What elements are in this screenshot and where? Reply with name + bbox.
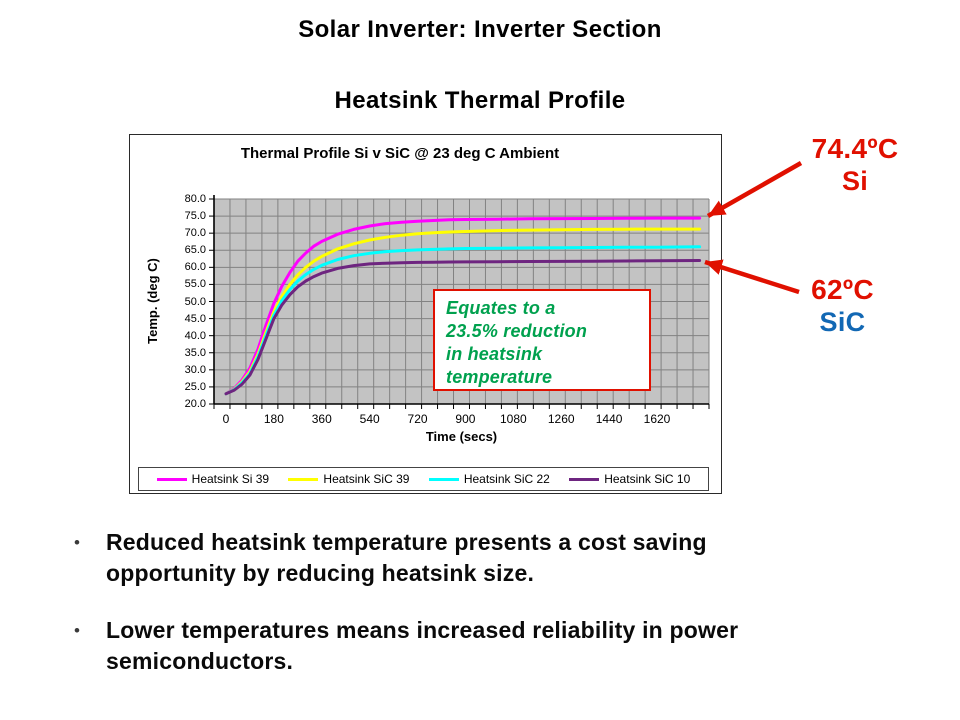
legend-item: Heatsink SiC 39 [288,472,409,486]
series-line-heatsink-si-39 [224,216,702,396]
legend-swatch [428,477,459,481]
bullet-text: Lower temperatures means increased relia… [106,615,920,677]
series-line-heatsink-sic-10 [224,259,702,396]
bullet-item: • Lower temperatures means increased rel… [70,615,920,677]
y-tick-label: 60.0 [184,261,206,274]
y-tick-label: 35.0 [184,346,206,359]
chart-title: Thermal Profile Si v SiC @ 23 deg C Ambi… [240,145,560,162]
reduction-annotation: Equates to a 23.5% reduction in heatsink… [433,289,651,391]
x-tick-label: 1260 [547,412,575,426]
bullet-text-line: Lower temperatures means increased relia… [106,617,739,643]
sic-temperature-value: 62ºC [811,274,874,305]
legend-item: Heatsink Si 39 [156,472,270,486]
si-temperature-callout: 74.4ºC Si [790,133,920,197]
slide-title: Solar Inverter: Inverter Section [298,16,662,43]
legend-label: Heatsink Si 39 [191,472,270,486]
annotation-line: in heatsink [446,344,543,364]
legend-label: Heatsink SiC 10 [604,472,691,486]
annotation-line: Equates to a [446,298,556,318]
legend-swatch [288,477,319,481]
y-tick-label: 55.0 [184,278,206,291]
legend-item: Heatsink SiC 10 [569,472,690,486]
annotation-line: temperature [446,367,553,387]
annotation-line: 23.5% reduction [446,321,588,341]
bullet-text: Reduced heatsink temperature presents a … [106,527,920,589]
x-tick-label: 540 [359,412,380,426]
x-tick-label: 180 [263,412,284,426]
y-tick-label: 80.0 [184,193,206,205]
bullet-list: • Reduced heatsink temperature presents … [70,527,920,677]
x-tick-label: 1440 [595,412,623,426]
y-tick-label: 45.0 [184,312,206,325]
y-tick-label: 50.0 [184,295,206,308]
legend-label: Heatsink SiC 22 [463,472,550,486]
si-temperature-value: 74.4ºC [811,133,899,164]
bullet-text-line: Reduced heatsink temperature presents a … [106,529,707,555]
thermal-profile-chart: Thermal Profile Si v SiC @ 23 deg C Ambi… [129,134,722,494]
y-axis-title: Temp. (deg C) [145,258,160,344]
bullet-text-line: semiconductors. [106,648,294,674]
x-tick-label: 900 [455,412,476,426]
x-tick-label: 720 [407,412,428,426]
legend-swatch [156,477,187,481]
y-tick-label: 70.0 [184,227,206,240]
slide-subtitle: Heatsink Thermal Profile [334,87,626,114]
y-tick-label: 65.0 [184,244,206,257]
bullet-text-line: opportunity by reducing heatsink size. [106,560,535,586]
y-tick-label: 40.0 [184,329,206,342]
legend-label: Heatsink SiC 39 [323,472,410,486]
legend-item: Heatsink SiC 22 [428,472,550,486]
si-label: Si [841,166,869,196]
legend-swatch [569,477,600,481]
bullet-icon: • [74,533,80,552]
x-tick-label: 360 [311,412,332,426]
y-tick-label: 25.0 [184,380,206,393]
y-tick-label: 75.0 [184,210,206,223]
sic-label: SiC [819,307,866,337]
bullet-item: • Reduced heatsink temperature presents … [70,527,920,589]
y-tick-label: 20.0 [184,398,206,410]
chart-legend: Heatsink Si 39 Heatsink SiC 39 Heatsink Si… [138,467,709,491]
x-tick-label: 1080 [499,412,527,426]
sic-temperature-callout: 62ºC SiC [785,274,900,338]
x-axis-title: Time (secs) [425,429,498,444]
bullet-icon: • [74,621,80,640]
y-tick-label: 30.0 [184,363,206,376]
x-tick-label: 0 [222,412,230,426]
x-tick-label: 1620 [643,412,671,426]
